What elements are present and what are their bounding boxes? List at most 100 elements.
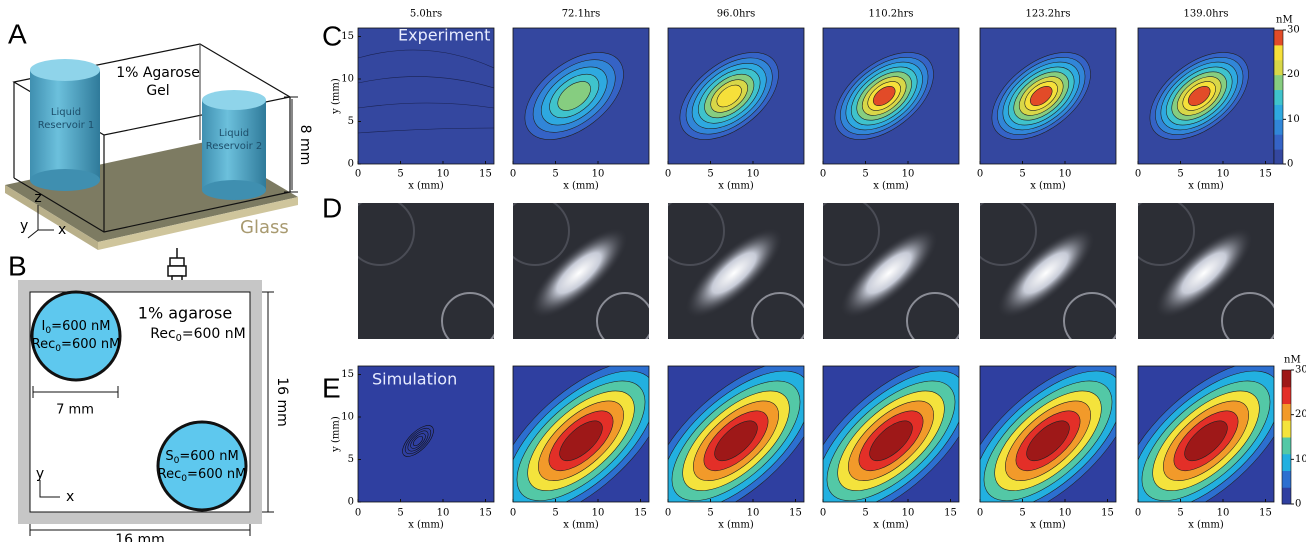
reservoir-ghost [668,203,725,266]
x-tick-label: 15 [1259,169,1272,180]
rest: =600 nM [51,319,110,334]
symbol: I [42,319,46,334]
contour-level [1029,86,1053,106]
colorbar-step [1274,134,1283,150]
panel-label: D [322,192,342,223]
plot-frame [357,365,495,503]
x-axis-label: x (mm) [1188,520,1224,531]
y-tick-label: 5 [348,116,354,127]
reservoir-ghost [1138,203,1195,266]
plot-title: 110.2hrs [869,9,914,20]
plot-title: 5.0hrs [410,9,442,20]
axes-glyph [39,480,60,498]
axis-label: y [20,218,28,234]
plot-title: 123.2hrs [1026,9,1071,20]
x-tick-label: 0 [977,508,983,519]
plot-title: 139.0hrs [1184,9,1229,20]
x-tick-label: 10 [1059,508,1072,519]
concentration-label: Rec0=600 nM [158,467,247,484]
colorbar-step [1274,30,1283,46]
x-tick-label: 5 [1019,169,1025,180]
contour-line [358,49,494,69]
plot-frame [822,27,960,165]
x-tick-label: 0 [820,169,826,180]
panel-label: C [322,20,342,51]
colorbar-frame [1281,369,1292,505]
x-tick-label: 0 [977,169,983,180]
x-tick-label: 10 [747,169,760,180]
plot-area [980,28,1116,164]
x-tick-label: 0 [665,508,671,519]
side-label: 16 mm [274,377,290,427]
x-tick-label: 15 [789,508,802,519]
x-tick-label: 0 [510,508,516,519]
plot-title: 96.0hrs [717,9,756,20]
colorbar-step [1274,44,1283,61]
subscript: 0 [181,474,187,484]
x-tick-label: 10 [592,508,605,519]
reservoir-ghost [358,203,415,266]
x-tick-label: 10 [1217,169,1230,180]
colorbar-step [1282,487,1291,505]
reservoir-ghost [1063,292,1116,339]
y-tick-label: 10 [341,74,354,85]
colorbar-tick-label: 30 [1287,25,1300,36]
x-tick-label: 0 [1135,508,1141,519]
x-tick-label: 5 [397,508,403,519]
glass-side [5,185,98,250]
x-tick-label: 5 [1019,508,1025,519]
x-tick-label: 5 [1177,508,1183,519]
x-axis-label: x (mm) [718,520,754,531]
x-tick-label: 10 [437,508,450,519]
x-tick-label: 10 [747,508,760,519]
concentration-label: I0=600 nM [42,319,111,336]
colorbar-tick-label: 0 [1287,159,1293,170]
concentration-label: Rec0=600 nM [32,337,121,354]
x-axis-label: x (mm) [408,520,444,531]
plot-area [668,28,804,164]
reservoir-ghost [513,203,570,266]
x-tick-label: 10 [902,508,915,519]
x-tick-label: 5 [1177,169,1183,180]
x-axis-label: x (mm) [563,520,599,531]
gel-label: Gel [146,83,169,99]
plot-frame [667,27,805,165]
contour-line [358,102,494,109]
reservoir-ghost [751,292,804,339]
fluorescence [997,228,1095,318]
plot-area [513,366,649,502]
plot-area [823,203,959,339]
reservoir-2 [202,90,266,200]
x-tick-label: 15 [479,508,492,519]
x-tick-label: 5 [707,169,713,180]
plot-frame [979,27,1117,165]
concentration-label: Rec0=600 nM [150,326,246,344]
plot-frame [979,365,1117,503]
contour-bg [358,366,494,502]
rest: =600 nM [182,326,246,342]
x-axis-label: x (mm) [1030,181,1066,192]
plot-area [823,28,959,164]
image-bg [358,203,494,339]
plot-area [358,28,494,164]
colorbar-step [1274,149,1283,165]
colorbar-tick-label: 0 [1295,499,1301,510]
plot-frame [667,365,805,503]
x-tick-label: 0 [510,169,516,180]
reservoir-label: Liquid [219,128,249,139]
overlay-label: Experiment [398,26,490,45]
axis-label: z [34,190,41,206]
x-axis-label: x (mm) [873,181,909,192]
contour-level [559,420,603,462]
x-tick-label: 5 [707,508,713,519]
fluorescence [1155,228,1253,318]
x-axis-label: x (mm) [873,520,909,531]
x-tick-label: 10 [1059,169,1072,180]
contour-level [1184,420,1228,462]
subscript: 0 [176,333,182,344]
radius-arrow [32,386,119,398]
medium-label: 1% agarose [138,304,232,323]
colorbar-step [1274,89,1283,105]
colorbar-step [1282,437,1291,455]
